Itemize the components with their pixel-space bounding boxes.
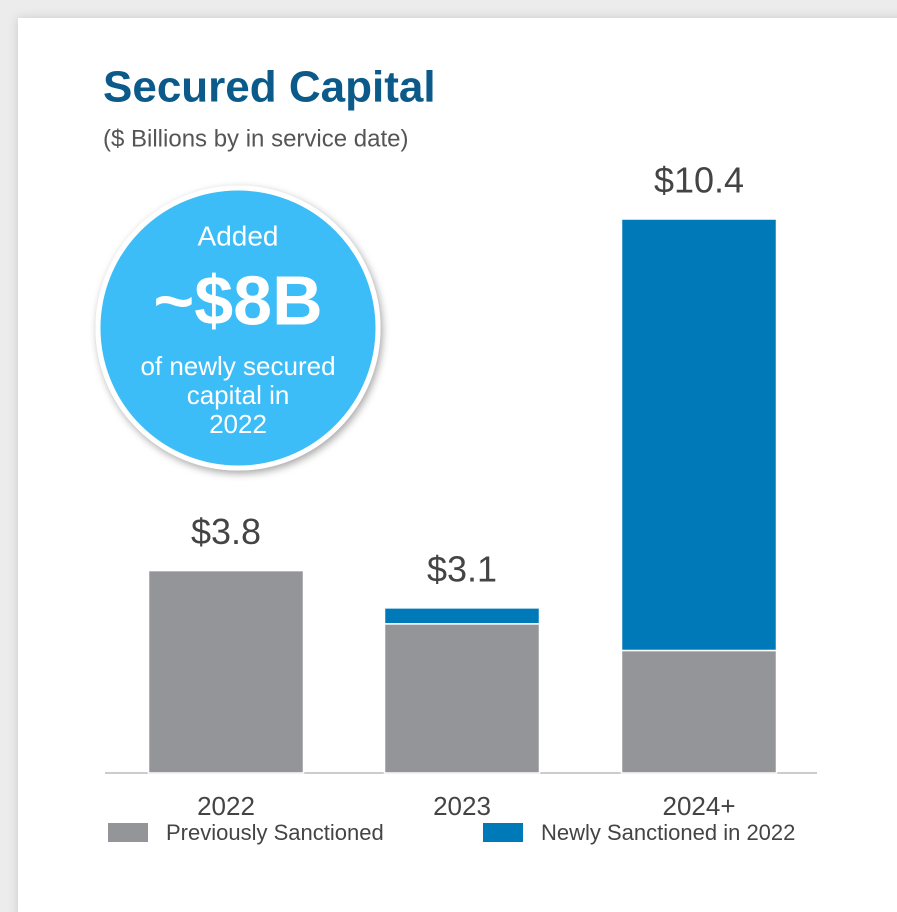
x-tick-label: 2023 xyxy=(433,791,491,821)
bar-segment xyxy=(620,649,778,774)
total-label: $3.1 xyxy=(427,548,497,589)
total-label: $10.4 xyxy=(654,160,744,201)
legend-label: Previously Sanctioned xyxy=(166,820,384,845)
total-label: $3.8 xyxy=(191,511,261,552)
bar-segment xyxy=(147,569,305,774)
legend-swatch xyxy=(108,823,148,842)
chart-title: Secured Capital xyxy=(103,63,436,112)
callout-circle xyxy=(95,185,381,471)
callout-line: of newly secured xyxy=(140,351,335,381)
bar-segment xyxy=(383,623,541,774)
bar-segment xyxy=(620,218,778,652)
chart-subtitle: ($ Billions by in service date) xyxy=(103,125,408,152)
callout-value: ~$8B xyxy=(153,261,322,339)
callout-line: 2022 xyxy=(209,409,267,439)
callout-title: Added xyxy=(198,220,279,251)
x-tick-label: 2022 xyxy=(197,791,255,821)
x-tick-label: 2024+ xyxy=(662,791,735,821)
legend-label: Newly Sanctioned in 2022 xyxy=(541,820,795,845)
legend-swatch xyxy=(483,823,523,842)
callout-line: capital in xyxy=(187,380,290,410)
bar-segment xyxy=(383,607,541,625)
